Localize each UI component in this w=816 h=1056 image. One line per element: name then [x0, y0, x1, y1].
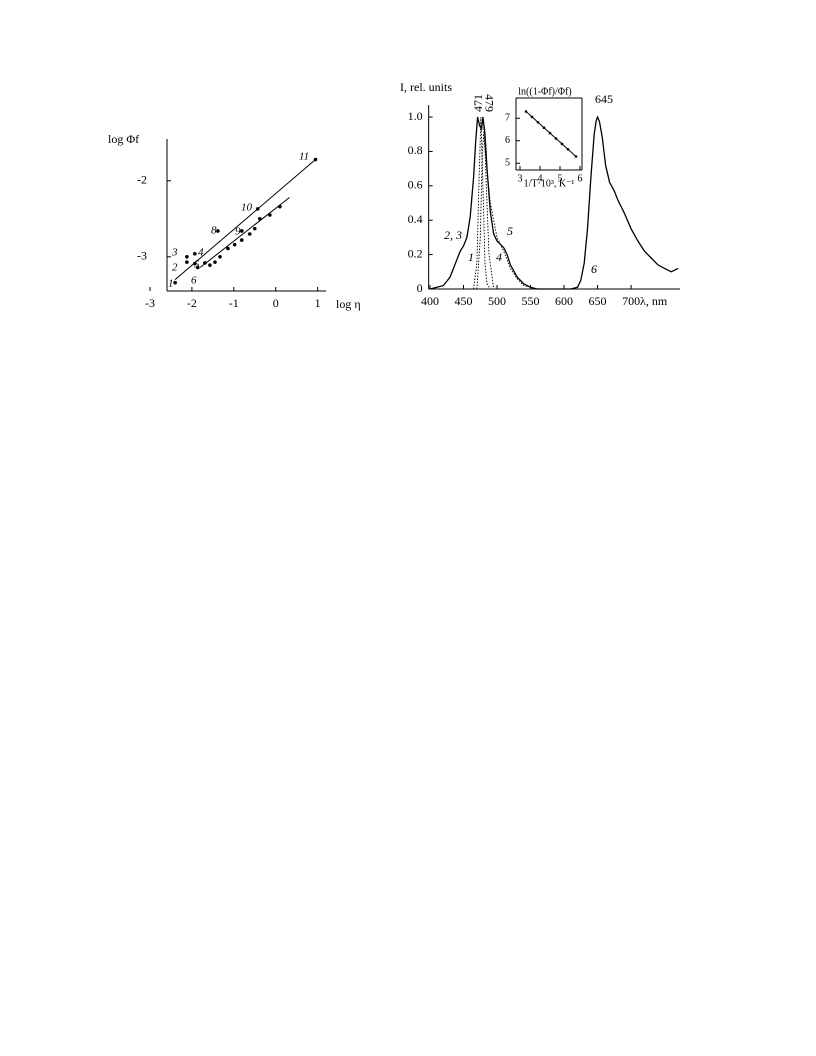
point-label: 4: [198, 247, 204, 259]
point: [530, 115, 534, 119]
point-label: 6: [191, 275, 197, 287]
x-tick-label: 650: [589, 294, 607, 308]
point: [208, 263, 212, 267]
point: [218, 254, 222, 259]
point: [268, 213, 272, 217]
y-tick-label: -3: [137, 249, 147, 263]
point: [548, 131, 552, 135]
point: [213, 260, 217, 264]
x-tick-label: 500: [488, 294, 506, 308]
point: [542, 126, 546, 129]
y-axis-label: I, rel. units: [400, 80, 452, 94]
x-tick-label: -2: [187, 296, 197, 310]
y-tick-label: 0.4: [408, 212, 423, 226]
series-label: 1: [468, 250, 474, 264]
point-label: 10: [241, 202, 253, 214]
spectrum-line: [564, 115, 679, 290]
y-axis-label: log Φf: [108, 132, 139, 146]
point-label: 8: [211, 225, 217, 237]
point: [255, 207, 260, 211]
point: [193, 251, 197, 256]
x-tick-label: -3: [145, 296, 155, 310]
series-label: 4: [496, 250, 502, 264]
x-axis-label: λ, nm: [640, 294, 668, 308]
point: [185, 254, 189, 259]
point: [554, 137, 558, 140]
point: [566, 148, 570, 151]
x-tick-label: 450: [455, 294, 473, 308]
point-label: 1: [168, 278, 174, 290]
point: [524, 110, 528, 113]
spectrum-line: [476, 125, 495, 290]
x-axis-label: log η: [336, 297, 361, 311]
series-label: 2, 3: [444, 228, 462, 242]
x-tick-label: 5: [558, 173, 563, 184]
point: [536, 121, 540, 124]
y-tick-label: 0.6: [408, 178, 423, 192]
y-axis-label: ln((1-Φf)/Φf): [518, 86, 572, 97]
point-label: 3: [171, 247, 178, 259]
point-label: 11: [299, 151, 309, 163]
point: [173, 280, 177, 285]
point: [226, 246, 230, 251]
peak-label: 645: [595, 92, 613, 106]
y-tick-label: 0.2: [408, 246, 423, 260]
x-tick-label: 6: [578, 173, 583, 184]
x-tick-label: 550: [522, 294, 540, 308]
point: [195, 265, 200, 270]
fit-line: [174, 159, 316, 280]
point: [247, 232, 252, 236]
point-label: 9: [235, 226, 241, 238]
y-tick-label: 1.0: [408, 109, 423, 123]
peak-label: 471: [471, 94, 485, 112]
peak-label: 479: [482, 94, 496, 112]
point: [574, 155, 578, 158]
point: [278, 204, 282, 209]
x-axis-label: 1/T·10³, K⁻¹: [524, 178, 575, 189]
point: [185, 260, 189, 264]
point: [239, 238, 244, 242]
fit-line: [199, 197, 290, 268]
x-tick-label: 4: [538, 173, 543, 184]
y-tick-label: 6: [505, 135, 510, 146]
point: [252, 226, 257, 231]
x-tick-label: 600: [555, 294, 573, 308]
point: [313, 157, 318, 162]
y-tick-label: -2: [137, 173, 147, 187]
y-tick-label: 0: [417, 281, 423, 295]
point: [560, 142, 564, 146]
y-tick-label: 7: [505, 113, 510, 124]
x-tick-label: 700: [622, 294, 640, 308]
point-label: 5: [194, 259, 200, 271]
point: [239, 229, 244, 233]
x-tick-label: 1: [315, 296, 321, 310]
point: [203, 261, 207, 265]
point-label: 2: [172, 262, 178, 274]
x-tick-label: 0: [273, 296, 279, 310]
series-label: 5: [507, 224, 513, 238]
y-tick-label: 0.8: [408, 143, 423, 157]
series-label: 6: [591, 262, 597, 276]
y-tick-label: 5: [505, 158, 510, 169]
point: [193, 261, 197, 266]
point: [216, 229, 220, 233]
point: [257, 217, 262, 221]
x-tick-label: -1: [229, 296, 239, 310]
x-tick-label: 400: [421, 294, 439, 308]
point: [232, 242, 237, 247]
x-tick-label: 3: [518, 173, 523, 184]
